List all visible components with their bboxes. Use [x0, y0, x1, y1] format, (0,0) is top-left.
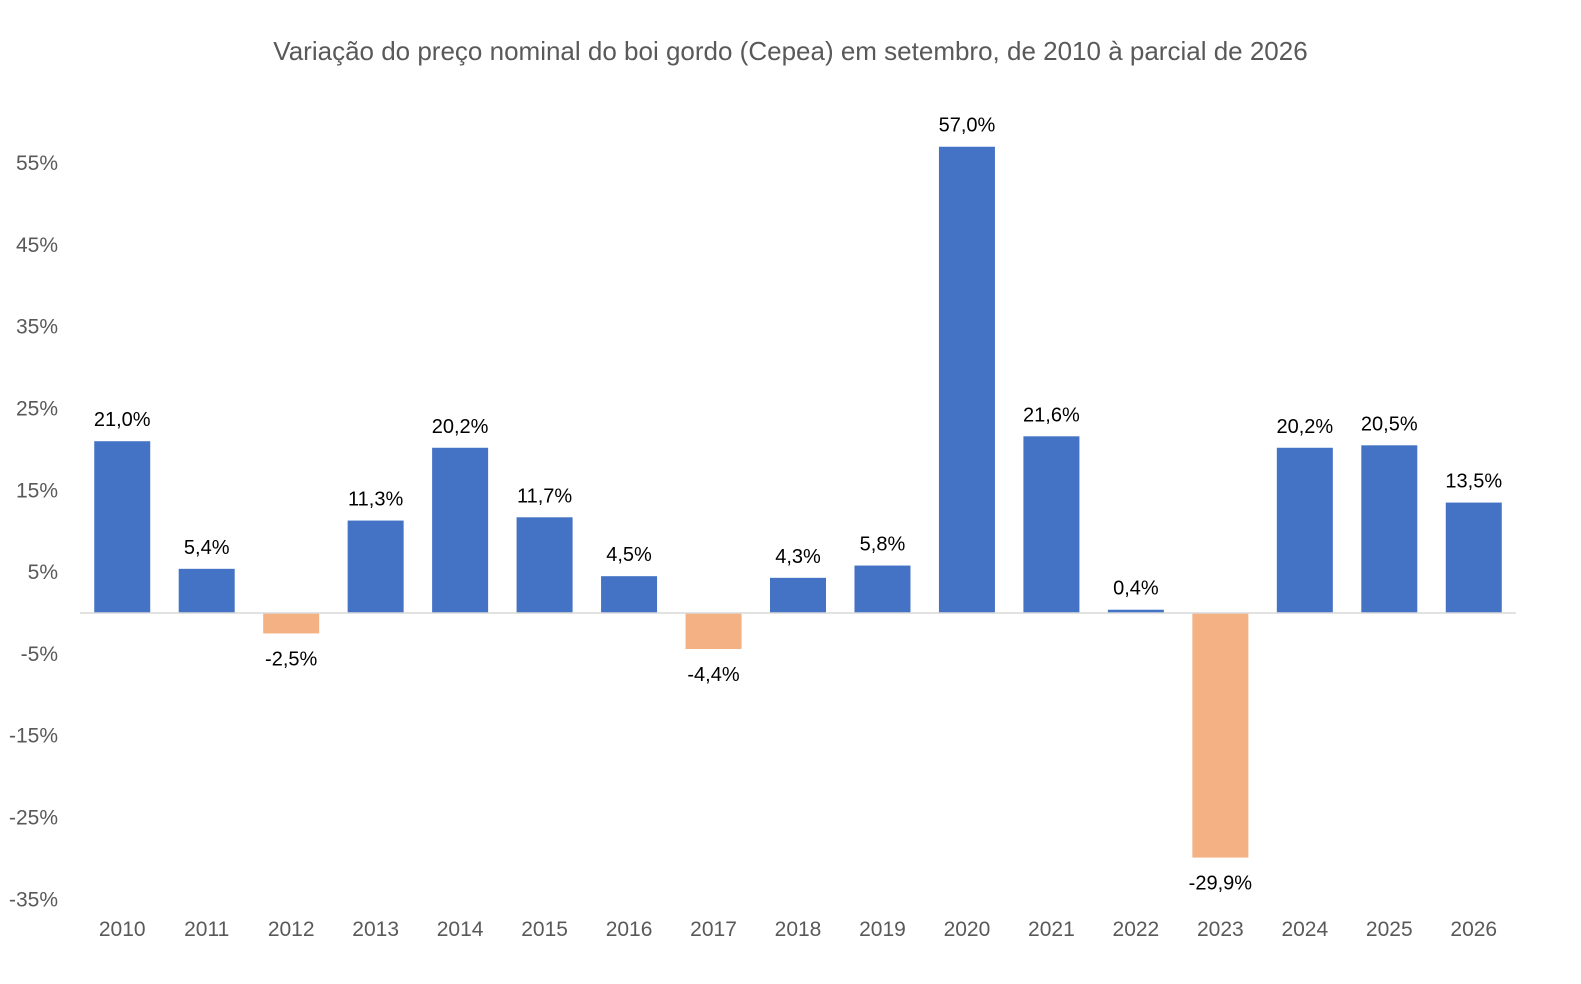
y-tick-label: -5%	[21, 643, 58, 666]
data-label-2015: 11,7%	[517, 485, 572, 507]
y-tick-label: 35%	[16, 316, 58, 339]
x-tick-label: 2022	[1113, 918, 1160, 941]
x-tick-label: 2012	[268, 918, 315, 941]
bar-2011	[178, 568, 235, 613]
x-tick-label: 2018	[775, 918, 822, 941]
x-tick-label: 2014	[437, 918, 484, 941]
bar-2016	[601, 576, 658, 613]
x-tick-label: 2011	[184, 918, 229, 941]
bar-2015	[516, 517, 573, 613]
data-label-2012: -2,5%	[265, 648, 317, 670]
data-label-2025: 20,5%	[1361, 413, 1418, 435]
bar-2010	[94, 441, 151, 613]
x-tick-label: 2017	[690, 918, 737, 941]
data-label-2026: 13,5%	[1445, 471, 1502, 493]
bar-2024	[1276, 447, 1333, 613]
data-label-2017: -4,4%	[687, 664, 739, 686]
x-tick-label: 2010	[99, 918, 146, 941]
bar-2013	[347, 520, 404, 613]
bar-2012	[263, 613, 320, 634]
data-label-2024: 20,2%	[1276, 416, 1333, 438]
x-tick-label: 2019	[859, 918, 906, 941]
data-label-2016: 4,5%	[606, 544, 652, 566]
y-axis: 55% 45% 35% 25% 15% 5% -5% -15% -25% -35%	[9, 152, 58, 911]
bar-2026	[1445, 502, 1502, 613]
x-axis: 2010 2011 2012 2013 2014 2015 2016 2017 2018 2019…	[99, 918, 1497, 941]
bar-2022	[1107, 609, 1164, 613]
bar-2014	[432, 447, 489, 613]
data-label-2010: 21,0%	[94, 409, 151, 431]
bars	[94, 146, 1502, 858]
bar-2017	[685, 613, 742, 649]
bar-2025	[1361, 445, 1418, 613]
data-label-2014: 20,2%	[432, 416, 489, 438]
y-tick-label: -25%	[9, 807, 58, 830]
y-tick-label: 45%	[16, 234, 58, 257]
data-labels: 21,0% 5,4% -2,5% 11,3% 20,2% 11,7% 4,5% -4,4% 4,…	[94, 115, 1502, 895]
y-tick-label: -35%	[9, 888, 58, 911]
data-label-2023: -29,9%	[1189, 873, 1253, 895]
x-tick-label: 2015	[521, 918, 568, 941]
y-tick-label: 25%	[16, 398, 58, 421]
bar-2018	[770, 577, 826, 613]
x-tick-label: 2025	[1366, 918, 1413, 941]
bar-2020	[938, 146, 995, 614]
x-tick-label: 2024	[1281, 918, 1328, 941]
y-tick-label: 55%	[16, 152, 58, 175]
data-label-2011: 5,4%	[184, 537, 230, 559]
data-label-2020: 57,0%	[939, 115, 996, 137]
x-tick-label: 2026	[1450, 918, 1497, 941]
data-label-2022: 0,4%	[1113, 578, 1159, 600]
x-tick-label: 2016	[606, 918, 653, 941]
bar-2019	[854, 565, 911, 613]
chart-title: Variação do preço nominal do boi gordo (…	[273, 36, 1308, 66]
data-label-2013: 11,3%	[348, 489, 403, 511]
y-tick-label: 15%	[16, 479, 58, 502]
y-tick-label: -15%	[9, 725, 58, 748]
data-label-2021: 21,6%	[1023, 404, 1080, 426]
bar-2021	[1023, 436, 1080, 613]
data-label-2019: 5,8%	[860, 534, 906, 556]
y-tick-label: 5%	[28, 561, 58, 584]
x-tick-label: 2013	[352, 918, 399, 941]
x-tick-label: 2023	[1197, 918, 1244, 941]
x-tick-label: 2021	[1028, 918, 1075, 941]
bar-2023	[1192, 613, 1249, 858]
x-tick-label: 2020	[944, 918, 991, 941]
data-label-2018: 4,3%	[775, 546, 821, 568]
